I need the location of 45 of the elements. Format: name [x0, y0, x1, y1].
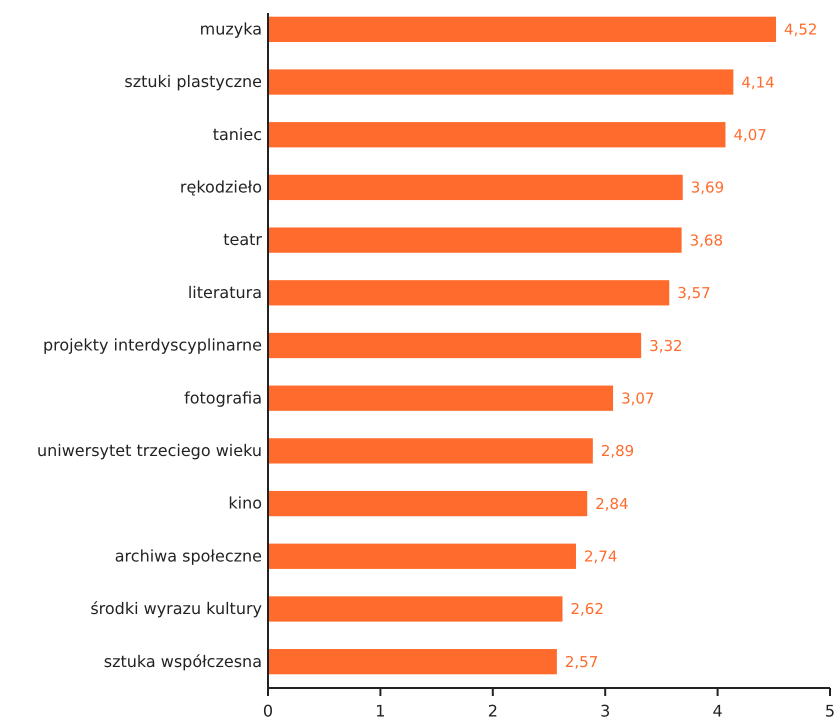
y-tick-label: fotografia	[184, 388, 262, 408]
y-tick-label: rękodzieło	[180, 178, 262, 197]
y-tick-label: uniwersytet trzeciego wieku	[36, 441, 262, 460]
data-label: 4,52	[784, 20, 818, 39]
x-tick-label: 5	[824, 702, 836, 719]
bar	[268, 122, 726, 148]
data-label: 2,57	[564, 652, 598, 671]
data-label: 2,84	[595, 494, 629, 513]
bar	[268, 649, 557, 674]
data-label: 3,07	[621, 389, 654, 408]
y-tick-label: sztuki plastyczne	[124, 72, 262, 92]
x-tick-label: 3	[600, 702, 610, 719]
bar	[268, 227, 682, 253]
y-tick-label: projekty interdyscyplinarne	[42, 336, 262, 355]
data-label: 2,62	[570, 600, 604, 618]
y-tick-label: muzyka	[200, 19, 262, 38]
x-tick-label: 2	[488, 702, 498, 719]
bar	[268, 490, 588, 516]
y-tick-label: archiwa społeczne	[114, 546, 262, 566]
y-tick-label: sztuka współczesna	[104, 652, 262, 671]
data-label: 4,14	[741, 73, 775, 92]
bar	[268, 174, 683, 200]
data-label: 3,68	[690, 231, 724, 250]
bar	[268, 69, 734, 95]
data-label: 3,69	[690, 178, 724, 197]
bar	[268, 438, 593, 464]
data-label: 2,74	[584, 548, 618, 566]
data-label: 2,89	[600, 442, 634, 460]
y-tick-label: kino	[228, 494, 262, 513]
bar	[268, 596, 562, 622]
data-label: 4,07	[733, 126, 767, 144]
x-tick-label: 1	[375, 702, 386, 719]
y-tick-label: środki wyrazu kultury	[90, 599, 262, 618]
bar	[268, 544, 576, 569]
bar	[268, 16, 776, 42]
bar	[268, 280, 670, 306]
x-tick-label: 0	[262, 702, 274, 719]
bar	[268, 386, 614, 411]
y-tick-label: literatura	[188, 282, 262, 302]
data-label: 3,57	[677, 284, 711, 302]
y-tick-label: taniec	[212, 124, 262, 144]
y-tick-label: teatr	[223, 230, 262, 250]
bar	[268, 332, 642, 358]
x-tick-label: 4	[712, 702, 723, 719]
data-label: 3,32	[649, 336, 683, 355]
